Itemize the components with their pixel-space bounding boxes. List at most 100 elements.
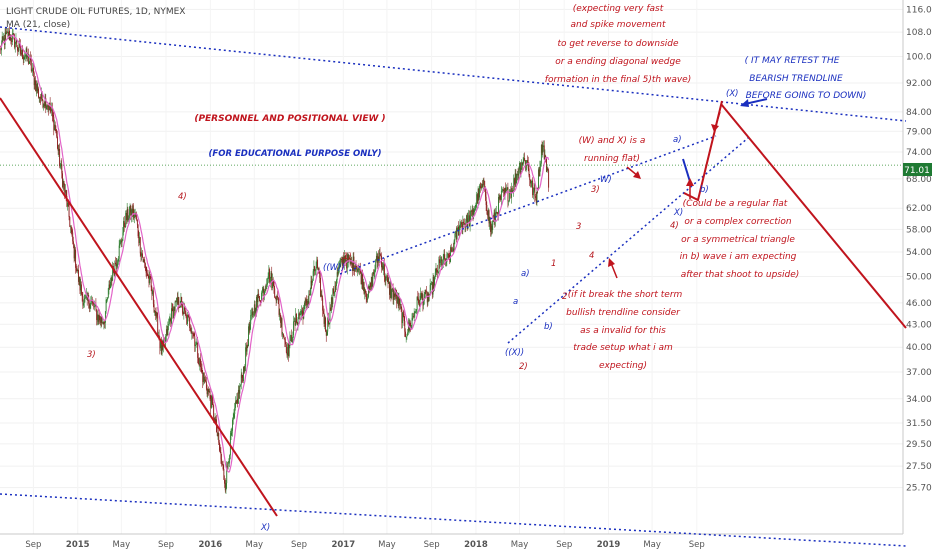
candle-body xyxy=(103,322,105,324)
candle-body xyxy=(534,187,536,197)
candle-body xyxy=(269,269,271,283)
candle-body xyxy=(347,254,349,263)
candle-body xyxy=(146,272,148,274)
candle-body xyxy=(247,345,249,347)
candle-body xyxy=(425,289,427,292)
candle-body xyxy=(505,187,507,191)
candle-body xyxy=(124,226,126,228)
arrowhead-icon xyxy=(711,124,719,132)
arrowhead-icon xyxy=(633,171,641,179)
lower-trendline[interactable] xyxy=(0,493,907,547)
candle-body xyxy=(421,294,423,298)
projected-drop-line[interactable] xyxy=(720,103,907,329)
trendlines[interactable] xyxy=(0,26,907,547)
candle-body xyxy=(168,320,170,325)
candle-body xyxy=(53,116,55,131)
candle-body xyxy=(237,389,239,404)
candle-body xyxy=(405,336,407,338)
arrowhead-icon xyxy=(740,99,749,107)
candle-body xyxy=(213,405,215,418)
candle-body xyxy=(468,215,470,219)
candle-body xyxy=(427,293,429,303)
candle-body xyxy=(83,298,85,303)
candle-body xyxy=(378,256,380,262)
candle-body xyxy=(10,34,12,41)
candle-body xyxy=(130,205,132,217)
candle-body xyxy=(70,226,71,228)
candle-body xyxy=(381,265,383,268)
candle-body xyxy=(209,390,211,400)
candle-body xyxy=(538,169,539,191)
candle-body xyxy=(384,277,386,281)
candle-body xyxy=(386,276,388,279)
candle-body xyxy=(328,317,329,325)
candle-body xyxy=(199,359,201,365)
candle-body xyxy=(235,401,236,408)
candle-body xyxy=(333,292,335,294)
candle-body xyxy=(410,322,412,329)
price-tick-label: 31.50 xyxy=(906,419,932,429)
candle-body xyxy=(376,255,378,263)
candle-body xyxy=(48,105,50,111)
candle-body xyxy=(498,197,499,215)
candle-body xyxy=(363,282,365,294)
candle-body xyxy=(398,298,400,306)
candle-body xyxy=(136,217,138,220)
candle-body xyxy=(59,148,61,167)
time-tick-label: Sep xyxy=(291,540,307,550)
price-axis[interactable]: 116.00 108.00 100.00 92.00 84.00 79.00 74.00 68… xyxy=(906,5,932,493)
wave-label: (X) xyxy=(726,89,738,99)
candle-body xyxy=(248,326,249,347)
candle-body xyxy=(36,84,38,92)
candle-body xyxy=(211,395,212,408)
candle-body xyxy=(258,295,260,302)
candle-body xyxy=(102,322,103,324)
candle-body xyxy=(144,259,146,264)
candle-body xyxy=(545,155,547,158)
candle-body xyxy=(391,288,393,290)
wedge-upper-line[interactable] xyxy=(339,135,717,275)
candle-body xyxy=(187,314,188,324)
price-tick-label: 29.50 xyxy=(906,440,932,450)
candle-body xyxy=(415,311,417,313)
upper-bearish-trendline[interactable] xyxy=(0,26,907,122)
projected-wave-5-path xyxy=(683,100,723,202)
candle-body xyxy=(76,269,78,272)
candle-body xyxy=(208,390,210,393)
candle-body xyxy=(23,57,25,60)
candle-body xyxy=(143,259,145,262)
candle-body xyxy=(313,266,315,272)
candle-body xyxy=(330,307,332,311)
candle-body xyxy=(484,188,486,197)
candle-body xyxy=(285,344,287,353)
candle-body xyxy=(200,359,202,367)
candle-body xyxy=(375,260,377,271)
candle-body xyxy=(30,60,32,71)
bearish-trendline-2015[interactable] xyxy=(0,97,278,517)
time-tick-label: May xyxy=(643,540,661,550)
candle-body xyxy=(532,180,534,196)
candle-body xyxy=(37,88,39,92)
time-axis[interactable]: Sep 2015 May Sep 2016 May Sep 2017 May Sep 2018 May… xyxy=(25,540,704,550)
candle-body xyxy=(136,219,138,225)
grid xyxy=(0,0,903,534)
candle-body xyxy=(344,256,346,262)
invalid-note-line-3: as a invalid for this xyxy=(580,326,666,336)
candle-body xyxy=(370,276,372,288)
candle-body xyxy=(487,210,489,216)
candle-body xyxy=(519,163,521,173)
candle-body xyxy=(265,288,267,290)
candle-body xyxy=(244,365,246,372)
wave-label: ((W)) xyxy=(323,263,345,273)
candle-body xyxy=(8,30,10,38)
candle-body xyxy=(91,300,93,302)
candle-body xyxy=(9,30,10,41)
candle-body xyxy=(479,185,481,198)
candle-body xyxy=(543,145,544,147)
price-tick-label: 92.00 xyxy=(906,79,932,89)
candle-body xyxy=(243,366,244,382)
candle-body xyxy=(478,188,480,198)
candle-body xyxy=(254,304,256,313)
candle-body xyxy=(531,180,533,183)
